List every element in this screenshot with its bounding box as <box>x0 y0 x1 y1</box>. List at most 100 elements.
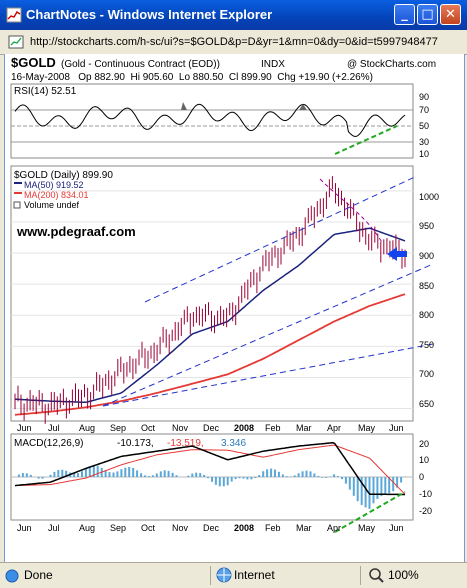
chart-description: (Gold - Continuous Contract (EOD)) <box>61 59 220 70</box>
month-label: Jul <box>48 423 60 433</box>
macd-tick-neg20: -20 <box>419 506 432 516</box>
macd-histogram-bar <box>207 477 209 478</box>
macd-histogram-bar <box>57 470 59 477</box>
ma200-swatch <box>14 192 22 194</box>
month-label: Nov <box>172 523 189 533</box>
macd-histogram-bar <box>321 477 323 478</box>
macd-histogram-bar <box>168 471 170 477</box>
chartnotes-app-icon <box>6 7 22 23</box>
price-tick-850: 850 <box>419 281 434 291</box>
macd-histogram-bar <box>250 477 252 479</box>
macd-histogram-bar <box>317 476 319 477</box>
address-url[interactable]: http://stockcharts.com/h-sc/ui?s=$GOLD&p… <box>30 34 462 50</box>
macd-histogram-bar <box>191 474 193 478</box>
macd-histogram-bar <box>246 477 248 479</box>
month-label: 2008 <box>234 523 254 533</box>
minimize-button[interactable]: _ <box>394 4 415 25</box>
maximize-button[interactable]: □ <box>417 4 438 25</box>
chart-copyright: @ StockCharts.com <box>347 59 436 70</box>
month-label: Oct <box>141 523 156 533</box>
macd-histogram-bar <box>215 477 217 485</box>
month-label: Nov <box>172 423 189 433</box>
rsi-label: RSI(14) 52.51 <box>14 86 77 97</box>
month-label: Apr <box>327 423 341 433</box>
zoom-icon[interactable] <box>368 567 384 583</box>
macd-histogram-bar <box>313 474 315 478</box>
page-icon <box>8 34 24 50</box>
macd-histogram-bar <box>278 472 280 477</box>
macd-histogram-bar <box>376 477 378 499</box>
month-label: Dec <box>203 423 220 433</box>
macd-histogram-bar <box>298 473 300 477</box>
macd-tick-20: 20 <box>419 439 429 449</box>
macd-histogram-bar <box>329 477 331 478</box>
macd-histogram-bar <box>77 473 79 477</box>
macd-histogram-bar <box>187 476 189 477</box>
month-label: Feb <box>265 523 281 533</box>
chart-ohlc: 16-May-2008 Op 882.90 Hi 905.60 Lo 880.5… <box>11 72 373 83</box>
chart-exchange: INDX <box>261 59 285 70</box>
price-axis: 1000 950 900 850 800 750 700 650 <box>419 192 439 409</box>
macd-histogram-bar <box>124 468 126 477</box>
macd-histogram-bar <box>26 473 28 477</box>
chart-viewport: $GOLD (Gold - Continuous Contract (EOD))… <box>4 54 465 562</box>
macd-histogram-bar <box>116 471 118 477</box>
rsi-axis: 90 70 50 30 10 <box>419 92 429 159</box>
rsi-tick-70: 70 <box>419 105 429 115</box>
month-label: Aug <box>79 523 95 533</box>
price-tick-900: 900 <box>419 251 434 261</box>
macd-histogram-bar <box>42 477 44 479</box>
macd-histogram-bar <box>258 475 260 477</box>
macd-histogram-bar <box>345 477 347 484</box>
macd-histogram-bar <box>148 476 150 477</box>
status-separator <box>360 566 361 585</box>
macd-histogram-bar <box>325 477 327 478</box>
macd-histogram-bar <box>85 468 87 477</box>
month-label: Sep <box>110 423 126 433</box>
macd-histogram-bar <box>380 477 382 496</box>
macd-histogram-bar <box>286 476 288 477</box>
status-separator <box>210 566 211 585</box>
zoom-level[interactable]: 100% <box>388 568 419 582</box>
price-tick-650: 650 <box>419 399 434 409</box>
macd-histogram-bar <box>239 477 241 478</box>
macd-histogram-bar <box>203 475 205 477</box>
ma50-swatch <box>14 182 22 184</box>
month-label: Mar <box>296 423 312 433</box>
macd-histogram-bar <box>266 469 268 477</box>
stock-chart: $GOLD (Gold - Continuous Contract (EOD))… <box>5 54 464 562</box>
month-label: Sep <box>110 523 126 533</box>
macd-histogram-bar <box>290 477 292 478</box>
macd-histogram-bar <box>61 470 63 477</box>
month-label: Feb <box>265 423 281 433</box>
month-label: Apr <box>327 523 341 533</box>
month-label: Jun <box>389 523 404 533</box>
macd-histogram-bar <box>337 476 339 477</box>
ma200-label: MA(200) 834.01 <box>24 190 89 200</box>
month-label: Dec <box>203 523 220 533</box>
macd-histogram-bar <box>164 470 166 477</box>
macd-histogram-bar <box>136 470 138 477</box>
rsi-tick-30: 30 <box>419 137 429 147</box>
rsi-tick-90: 90 <box>419 92 429 102</box>
window-titlebar: ChartNotes - Windows Internet Explorer _… <box>0 0 467 30</box>
macd-histogram-bar <box>341 477 343 479</box>
macd-histogram-bar <box>333 474 335 477</box>
macd-histogram-bar <box>199 473 201 477</box>
close-button[interactable]: ✕ <box>440 4 461 25</box>
macd-histogram-bar <box>156 474 158 478</box>
macd-histogram-value: 3.346 <box>221 438 246 449</box>
macd-histogram-bar <box>274 470 276 477</box>
macd-histogram-bar <box>254 477 256 478</box>
macd-histogram-bar <box>160 471 162 477</box>
macd-histogram-bar <box>132 468 134 477</box>
macd-histogram-bar <box>306 471 308 477</box>
macd-histogram-bar <box>384 477 386 495</box>
price-tick-1000: 1000 <box>419 192 439 202</box>
macd-histogram-bar <box>349 477 351 490</box>
status-bar: Done Internet 100% <box>0 562 467 588</box>
page-done-icon <box>4 568 20 584</box>
macd-histogram-bar <box>400 477 402 483</box>
